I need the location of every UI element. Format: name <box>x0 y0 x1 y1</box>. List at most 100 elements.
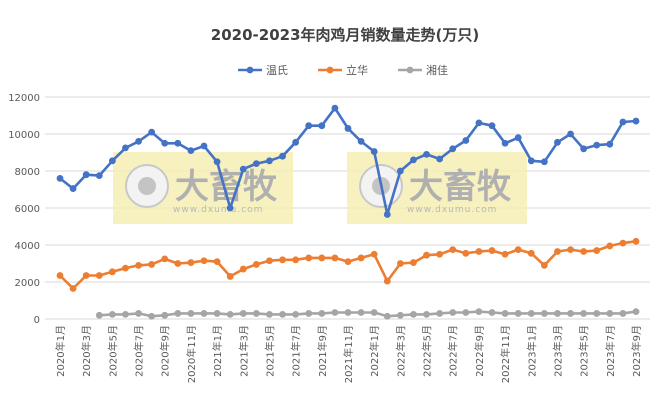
data-point <box>410 259 417 266</box>
y-tick-label: 10000 <box>8 130 40 141</box>
data-point <box>580 310 588 317</box>
data-point <box>619 239 627 247</box>
data-point <box>423 310 430 318</box>
data-point <box>396 167 404 175</box>
data-point <box>161 311 169 319</box>
data-point <box>252 160 260 168</box>
data-point <box>540 158 548 166</box>
data-point <box>226 273 234 280</box>
data-point <box>69 285 77 292</box>
data-point <box>423 150 430 158</box>
data-point <box>554 248 561 255</box>
data-point <box>370 309 378 316</box>
data-point <box>174 310 182 317</box>
data-point <box>462 137 470 144</box>
data-point <box>122 310 129 318</box>
data-point <box>148 128 156 136</box>
data-point <box>213 258 221 266</box>
series-group <box>56 104 640 320</box>
y-tick-label: 4000 <box>15 241 40 252</box>
data-point <box>266 257 273 265</box>
data-point <box>200 257 208 265</box>
data-point <box>279 310 286 318</box>
data-point <box>593 141 601 149</box>
data-point <box>383 312 391 320</box>
data-point <box>475 308 483 315</box>
legend-marker <box>406 66 414 74</box>
data-point <box>370 148 378 155</box>
data-point <box>266 310 273 318</box>
data-point <box>449 145 457 153</box>
series-2 <box>95 308 640 320</box>
data-point <box>488 122 496 130</box>
data-point <box>239 310 247 317</box>
data-point <box>279 152 286 160</box>
data-point <box>135 310 142 317</box>
x-tick-label: 2022年7月 <box>447 325 460 377</box>
data-point <box>488 309 496 316</box>
legend: 温氏 立华 湘佳 <box>238 63 448 77</box>
legend-item: 湘佳 <box>398 63 448 77</box>
data-point <box>187 310 195 317</box>
legend-item: 立华 <box>318 63 368 77</box>
data-point <box>187 147 195 155</box>
x-tick-label: 2020年3月 <box>80 325 93 377</box>
data-point <box>305 254 313 262</box>
x-tick-label: 2022年1月 <box>368 325 381 377</box>
chart-title: 2020-2023年肉鸡月销数量走势(万只) <box>211 26 479 44</box>
data-point <box>200 310 208 317</box>
data-point <box>239 165 247 173</box>
data-point <box>108 310 116 318</box>
data-point <box>161 255 169 263</box>
data-point <box>239 265 247 273</box>
watermark-url: www.dxumu.com <box>407 205 497 215</box>
data-point <box>292 256 300 264</box>
data-point <box>318 122 326 130</box>
x-tick-label: 2021年11月 <box>342 325 355 383</box>
data-point <box>292 138 300 146</box>
data-point <box>383 211 391 218</box>
x-tick-label: 2021年7月 <box>290 325 303 377</box>
data-point <box>226 310 234 318</box>
legend-item: 温氏 <box>238 64 288 77</box>
data-point <box>514 134 522 142</box>
data-point <box>318 310 326 317</box>
data-point <box>410 156 417 164</box>
x-tick-label: 2023年5月 <box>578 325 591 377</box>
data-point <box>292 310 300 318</box>
data-point <box>540 261 548 269</box>
data-point <box>475 119 483 127</box>
x-tick-label: 2020年7月 <box>133 325 146 377</box>
data-point <box>148 261 156 268</box>
x-tick-label: 2020年1月 <box>54 325 67 377</box>
data-point <box>593 247 601 254</box>
x-tick-label: 2022年3月 <box>394 325 407 377</box>
data-point <box>305 122 313 130</box>
x-tick-label: 2023年9月 <box>630 325 643 377</box>
data-point <box>475 248 483 255</box>
data-point <box>501 139 509 147</box>
data-point <box>567 130 574 138</box>
data-point <box>252 310 260 317</box>
data-point <box>95 272 103 279</box>
data-point <box>82 272 90 279</box>
data-point <box>396 311 404 319</box>
data-point <box>122 264 129 272</box>
data-point <box>436 155 444 163</box>
data-point <box>331 254 339 262</box>
watermark-url: www.dxumu.com <box>173 205 263 215</box>
data-point <box>95 172 103 180</box>
x-axis-ticks: 2020年1月 2020年3月 2020年5月 2020年7月 2020年9月 2020年… <box>54 325 643 383</box>
legend-marker <box>246 66 254 74</box>
legend-label: 湘佳 <box>426 63 448 77</box>
data-point <box>174 260 182 267</box>
data-point <box>619 118 627 126</box>
data-point <box>606 140 614 148</box>
data-point <box>56 175 64 182</box>
series-0 <box>56 104 640 218</box>
data-point <box>632 308 640 315</box>
data-point <box>331 309 339 316</box>
